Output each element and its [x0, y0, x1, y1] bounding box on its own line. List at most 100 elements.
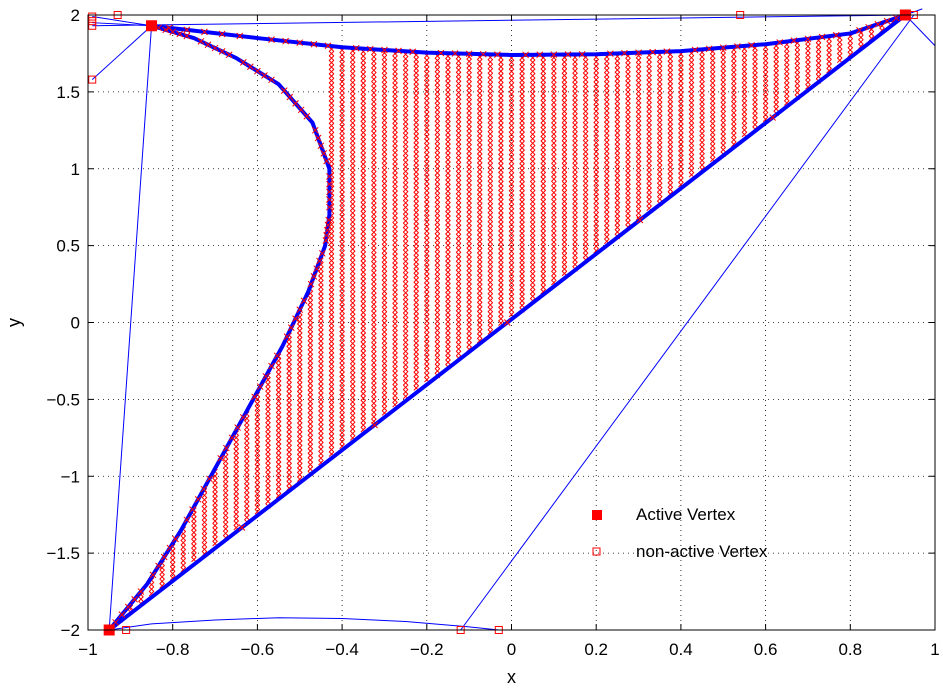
fill-mark: [254, 468, 261, 474]
fill-mark: [402, 308, 409, 314]
boundary-mark: [268, 36, 275, 43]
fill-mark: [551, 176, 557, 182]
fill-mark: [561, 234, 568, 241]
fill-mark: [635, 138, 642, 144]
fill-mark: [349, 93, 356, 99]
fill-mark: [466, 229, 472, 236]
boundary-mark: [217, 454, 225, 462]
fill-mark: [434, 206, 441, 212]
fill-mark: [519, 194, 525, 201]
fill-mark: [476, 112, 483, 119]
boundary-mark: [322, 237, 330, 244]
y-tick-label: −1.5: [46, 544, 80, 563]
fill-mark: [265, 381, 271, 388]
fill-mark: [794, 62, 801, 69]
fill-mark: [720, 101, 727, 108]
fill-mark: [339, 223, 345, 229]
boundary-mark: [371, 421, 378, 429]
fill-mark: [593, 225, 599, 231]
fill-mark: [508, 185, 515, 192]
fill-mark: [656, 119, 663, 126]
fill-mark: [296, 453, 303, 460]
boundary-mark: [251, 393, 258, 401]
fill-mark: [498, 113, 504, 119]
fill-mark: [487, 77, 494, 83]
fill-mark: [371, 63, 377, 69]
fill-mark: [836, 53, 843, 59]
fill-mark: [455, 184, 462, 190]
fill-mark: [381, 360, 388, 367]
fill-mark: [476, 99, 483, 105]
fill-mark: [551, 234, 557, 241]
active-vertex-point: [146, 20, 158, 32]
boundary-mark: [183, 516, 191, 524]
fill-mark: [434, 359, 441, 365]
fill-mark: [212, 527, 218, 533]
fill-mark: [508, 293, 515, 300]
fill-mark: [540, 257, 547, 263]
fill-mark: [371, 387, 377, 393]
fill-mark: [656, 169, 663, 175]
fill-mark: [296, 471, 303, 478]
fill-mark: [424, 115, 430, 122]
fill-mark: [360, 408, 367, 415]
fill-mark: [625, 188, 631, 194]
fill-mark: [551, 158, 557, 164]
fill-mark: [413, 236, 419, 243]
fill-mark: [371, 400, 377, 407]
fill-mark: [402, 330, 409, 337]
fill-mark: [201, 528, 208, 535]
fill-mark: [275, 389, 282, 396]
fill-mark: [402, 69, 409, 76]
fill-mark: [508, 104, 515, 111]
fill-mark: [254, 445, 261, 452]
fill-mark: [519, 95, 525, 102]
fill-mark: [593, 211, 599, 218]
fill-mark: [402, 380, 409, 386]
fill-mark: [656, 182, 663, 189]
fill-mark: [413, 182, 419, 189]
fill-mark: [159, 574, 165, 580]
fill-mark: [508, 122, 515, 129]
fill-mark: [349, 385, 356, 392]
fill-mark: [339, 421, 345, 427]
fill-mark: [688, 73, 695, 79]
fill-mark: [519, 208, 525, 214]
fill-mark: [699, 112, 705, 119]
fill-mark: [169, 561, 176, 568]
fill-mark: [466, 184, 472, 191]
fill-mark: [582, 81, 589, 88]
fill-mark: [349, 97, 356, 104]
fill-mark: [360, 102, 367, 109]
fill-mark: [656, 97, 663, 103]
fill-mark: [646, 57, 652, 63]
fill-mark: [604, 198, 610, 204]
fill-mark: [551, 198, 557, 205]
fill-mark: [371, 301, 377, 308]
fill-mark: [424, 66, 430, 72]
fill-mark: [360, 359, 367, 365]
fill-mark: [476, 270, 483, 276]
fill-mark: [455, 143, 462, 150]
boundary-mark: [734, 43, 741, 50]
fill-mark: [296, 386, 303, 392]
fill-mark: [572, 234, 578, 241]
fill-mark: [381, 293, 388, 299]
fill-mark: [667, 137, 674, 143]
fill-mark: [572, 203, 578, 209]
fill-mark: [328, 140, 335, 147]
fill-mark: [614, 125, 621, 132]
fill-mark: [476, 301, 483, 308]
fill-mark: [424, 205, 430, 212]
fill-mark: [784, 50, 790, 57]
fill-mark: [307, 362, 314, 369]
fill-mark: [540, 266, 547, 272]
fill-mark: [445, 89, 451, 95]
boundary-mark: [254, 67, 261, 75]
fill-mark: [604, 189, 610, 195]
fill-mark: [402, 123, 409, 130]
fill-mark: [318, 315, 324, 322]
fill-mark: [254, 463, 261, 470]
fill-mark: [265, 462, 271, 469]
fill-mark: [614, 170, 621, 177]
